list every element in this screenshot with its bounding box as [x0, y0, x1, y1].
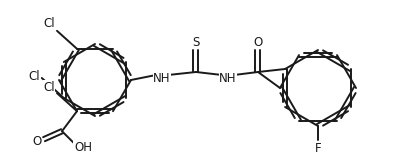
Text: NH: NH: [153, 72, 170, 85]
Text: OH: OH: [74, 141, 92, 154]
Text: Cl: Cl: [28, 70, 40, 82]
Text: O: O: [32, 135, 42, 148]
Text: O: O: [253, 36, 262, 49]
Text: S: S: [192, 36, 199, 49]
Text: Cl: Cl: [43, 81, 55, 94]
Text: F: F: [314, 142, 320, 155]
Text: Cl: Cl: [43, 17, 55, 30]
Text: NH: NH: [219, 72, 236, 85]
